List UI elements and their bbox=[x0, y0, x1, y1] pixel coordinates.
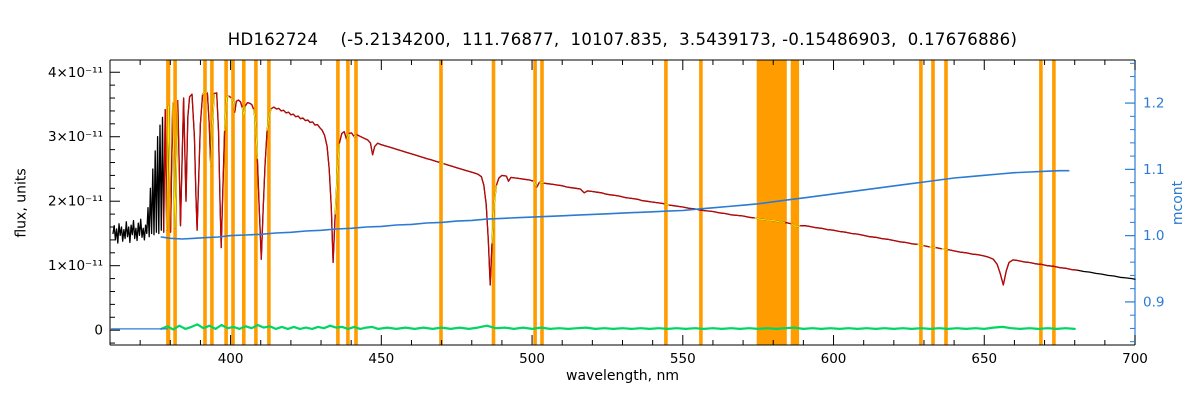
mask-band bbox=[203, 60, 207, 345]
model-line bbox=[947, 249, 1079, 286]
mcont-tick-label: 1.1 bbox=[1143, 162, 1164, 178]
flux-tick-label: 4×10⁻¹¹ bbox=[48, 65, 103, 81]
model-line bbox=[202, 91, 208, 95]
model-line bbox=[443, 163, 493, 286]
model-line bbox=[784, 221, 792, 225]
mask-band bbox=[224, 60, 228, 345]
model-line bbox=[941, 248, 949, 251]
y-axis-right-title-area: mcont bbox=[1156, 60, 1200, 345]
chart-title: HD162724 (-5.2134200, 111.76877, 10107.8… bbox=[227, 30, 1018, 49]
mask-band bbox=[491, 60, 496, 345]
model-line bbox=[754, 217, 786, 224]
mcont-line bbox=[160, 169, 1070, 240]
model-line bbox=[439, 161, 445, 165]
mask-band bbox=[254, 60, 258, 345]
model-line bbox=[253, 109, 258, 160]
model-line bbox=[256, 129, 268, 260]
model-line bbox=[799, 225, 919, 245]
model-line bbox=[230, 97, 236, 113]
model-line bbox=[543, 182, 666, 205]
mask-band bbox=[919, 60, 923, 345]
y-axis-left-title: flux, units bbox=[14, 167, 31, 238]
model-line bbox=[166, 105, 172, 233]
y-axis-right-title: mcont bbox=[1170, 180, 1187, 225]
x-tick-label: 550 bbox=[670, 351, 696, 367]
x-tick-label: 400 bbox=[218, 351, 244, 367]
flux-tick-label: 0 bbox=[94, 323, 103, 339]
x-axis-title: wavelength, nm bbox=[566, 368, 679, 384]
mask-band bbox=[439, 60, 443, 345]
model-line bbox=[266, 107, 273, 131]
mcont-tick-label: 0.9 bbox=[1143, 294, 1164, 310]
y-axis-left-title-area: flux, units bbox=[0, 60, 44, 345]
model-line bbox=[213, 92, 226, 249]
model-line bbox=[206, 92, 212, 167]
mask-band bbox=[242, 60, 246, 345]
flux-tick-label: 3×10⁻¹¹ bbox=[48, 129, 103, 145]
mask-band bbox=[267, 60, 271, 345]
model-line bbox=[348, 132, 355, 138]
model-line bbox=[353, 134, 358, 138]
mask-band bbox=[336, 60, 340, 345]
model-line bbox=[224, 95, 230, 131]
model-line bbox=[163, 109, 168, 233]
model-line bbox=[664, 203, 670, 206]
model-line bbox=[533, 180, 538, 188]
mask-band bbox=[231, 60, 235, 345]
model-line bbox=[356, 134, 441, 164]
model-line bbox=[536, 181, 541, 188]
mask-band bbox=[540, 60, 544, 345]
model-line bbox=[241, 105, 246, 117]
model-line bbox=[172, 100, 179, 229]
mask-band bbox=[790, 60, 800, 345]
model-line bbox=[234, 99, 243, 113]
model-line bbox=[935, 247, 943, 250]
x-tick-label: 600 bbox=[821, 351, 847, 367]
model-line bbox=[210, 92, 215, 167]
mask-band bbox=[346, 60, 350, 345]
mask-band bbox=[931, 60, 935, 345]
mask-band bbox=[166, 60, 171, 345]
x-tick-label: 650 bbox=[971, 351, 997, 367]
model-line bbox=[917, 243, 925, 247]
mask-band bbox=[1052, 60, 1056, 345]
residual-line bbox=[160, 323, 1076, 331]
flux-tick-label: 1×10⁻¹¹ bbox=[48, 258, 103, 274]
flux-tick-label: 2×10⁻¹¹ bbox=[48, 194, 103, 210]
model-line bbox=[177, 93, 204, 231]
axis-ticks bbox=[110, 60, 1136, 345]
model-line bbox=[495, 174, 535, 186]
model-line bbox=[338, 131, 348, 144]
model-line bbox=[170, 102, 174, 233]
model-line bbox=[491, 184, 498, 244]
mask-bands bbox=[166, 60, 1056, 345]
model-line bbox=[668, 204, 756, 219]
x-tick-label: 500 bbox=[519, 351, 545, 367]
axis-tick-labels: 400 450 500 550 600 650 700 0 1×10⁻¹¹ 2×10⁻¹¹ 3×10… bbox=[48, 65, 1165, 367]
mask-band bbox=[699, 60, 703, 345]
model-line bbox=[346, 132, 350, 141]
model-line bbox=[929, 246, 937, 249]
mcont-tick-label: 1.2 bbox=[1143, 96, 1164, 112]
mask-band bbox=[664, 60, 668, 345]
model-line bbox=[244, 102, 255, 111]
mask-band bbox=[533, 60, 537, 345]
model-line bbox=[271, 106, 336, 264]
mask-band bbox=[210, 60, 214, 345]
model-line bbox=[539, 181, 545, 184]
x-tick-label: 450 bbox=[368, 351, 394, 367]
mask-band bbox=[944, 60, 948, 345]
model-line bbox=[790, 223, 801, 228]
mcont-tick-label: 1.0 bbox=[1143, 228, 1164, 244]
mask-band bbox=[354, 60, 358, 345]
x-tick-label: 700 bbox=[1122, 351, 1148, 367]
data-series bbox=[110, 90, 1136, 331]
model-line bbox=[923, 245, 931, 248]
model-line bbox=[334, 142, 340, 215]
mask-band bbox=[1039, 60, 1043, 345]
